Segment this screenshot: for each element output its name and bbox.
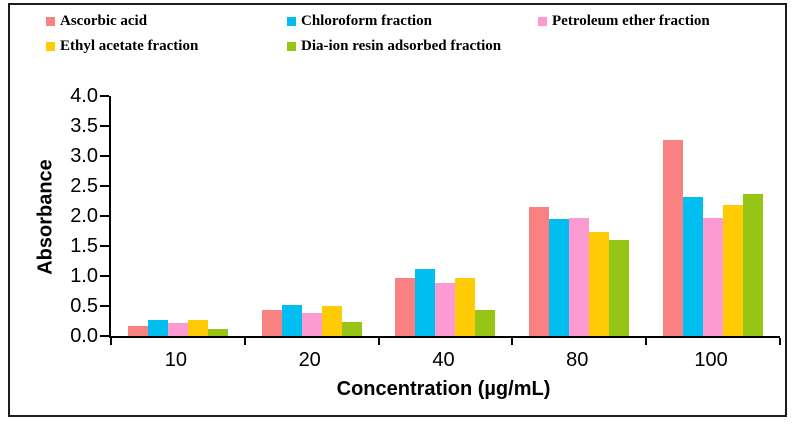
bar-ethyl-acetate-fraction-20	[321, 306, 342, 336]
x-axis-tick	[645, 338, 648, 345]
bar-petroleum-ether-fraction-20	[301, 313, 322, 336]
bar-group-40	[379, 96, 513, 336]
y-axis-tick-label: 2.5	[70, 175, 98, 197]
bar-dia-ion-resin-adsorbed-fraction-80	[609, 240, 630, 336]
bar-petroleum-ether-fraction-80	[569, 218, 590, 336]
legend-item-dia-ion-resin-adsorbed-fraction: Dia-ion resin adsorbed fraction	[287, 37, 538, 55]
y-axis-tick-label: 3.0	[70, 145, 98, 167]
bar-ascorbic-acid-80	[529, 207, 550, 336]
x-axis-tick	[377, 338, 380, 345]
x-axis-tick	[511, 338, 514, 345]
bar-chloroform-fraction-20	[281, 304, 302, 336]
legend-item-ascorbic-acid: Ascorbic acid	[46, 12, 287, 30]
x-axis-tick	[110, 338, 112, 345]
y-axis-tick-label: 0.0	[70, 325, 98, 347]
bar-dia-ion-resin-adsorbed-fraction-10	[207, 328, 228, 336]
y-axis-tick	[100, 155, 109, 157]
legend-swatch-icon	[287, 16, 296, 26]
bar-dia-ion-resin-adsorbed-fraction-20	[341, 322, 362, 336]
bar-group-10	[111, 96, 245, 336]
x-axis-category-labels: 10 20 40 80 100	[109, 349, 778, 372]
y-axis-tick	[100, 185, 109, 187]
bar-ethyl-acetate-fraction-10	[187, 319, 208, 336]
legend-item-chloroform-fraction: Chloroform fraction	[287, 12, 538, 30]
y-axis-tick	[100, 275, 109, 277]
x-axis-category-label: 40	[432, 349, 455, 371]
bar-chloroform-fraction-10	[147, 319, 168, 336]
bar-chloroform-fraction-100	[683, 196, 704, 336]
legend-label: Ethyl acetate fraction	[60, 38, 199, 54]
legend-swatch-icon	[46, 41, 55, 51]
bar-group-80	[512, 96, 646, 336]
bar-chloroform-fraction-80	[549, 219, 570, 336]
bar-group-100	[646, 96, 780, 336]
legend-swatch-icon	[538, 16, 547, 26]
x-axis-category-label: 80	[566, 349, 589, 371]
y-axis-title: Absorbance	[34, 159, 57, 275]
legend-label: Ascorbic acid	[60, 13, 148, 29]
bar-ascorbic-acid-40	[395, 277, 416, 336]
x-axis-tick	[243, 338, 246, 345]
legend-swatch-icon	[287, 41, 296, 51]
x-axis-category-label: 20	[298, 349, 321, 371]
y-axis-tick-label: 1.0	[70, 265, 98, 287]
y-axis-tick-label: 3.5	[70, 115, 98, 137]
bar-group-20	[245, 96, 379, 336]
bar-ascorbic-acid-20	[261, 309, 282, 336]
x-axis-category-label: 100	[694, 349, 728, 371]
bar-ascorbic-acid-100	[663, 139, 684, 336]
chart-legend: Ascorbic acid Chloroform fraction Petroleu…	[46, 12, 775, 55]
bar-petroleum-ether-fraction-100	[703, 218, 724, 336]
bar-ascorbic-acid-10	[127, 325, 148, 336]
x-axis-title: Concentration (µg/mL)	[336, 378, 551, 400]
x-axis-category-label: 10	[164, 349, 188, 371]
y-axis-tick	[100, 215, 109, 217]
bar-petroleum-ether-fraction-10	[167, 323, 188, 336]
plot-area: 4.0 3.5 3.0 2.5 2.0 1.5 1.0 0.5 0.0	[70, 85, 781, 347]
y-axis-tick	[100, 95, 109, 97]
legend-label: Chloroform fraction	[301, 13, 432, 29]
y-axis-tick-label: 2.0	[70, 205, 98, 227]
y-axis-tick-label: 4.0	[70, 85, 98, 107]
legend-label: Dia-ion resin adsorbed fraction	[301, 38, 502, 54]
bar-dia-ion-resin-adsorbed-fraction-100	[743, 194, 764, 336]
y-axis-tick	[100, 305, 109, 307]
y-axis-tick	[100, 335, 109, 337]
bar-ethyl-acetate-fraction-80	[589, 232, 610, 336]
y-axis-tick-label: 1.5	[70, 235, 98, 257]
bar-ethyl-acetate-fraction-100	[723, 204, 744, 336]
bar-chloroform-fraction-40	[415, 269, 436, 336]
legend-item-petroleum-ether-fraction: Petroleum ether fraction	[538, 12, 775, 30]
bar-ethyl-acetate-fraction-40	[455, 278, 476, 336]
x-axis-tick	[779, 338, 781, 345]
bar-groups	[111, 96, 780, 336]
legend-swatch-icon	[46, 16, 55, 26]
bar-dia-ion-resin-adsorbed-fraction-40	[475, 309, 496, 336]
legend-label: Petroleum ether fraction	[552, 13, 710, 29]
y-axis-tick	[100, 125, 109, 127]
bar-petroleum-ether-fraction-40	[435, 283, 456, 336]
y-axis-tick-label: 0.5	[70, 295, 98, 317]
chart-frame: Ascorbic acid Chloroform fraction Petroleu…	[8, 3, 787, 417]
y-axis-tick	[100, 245, 109, 247]
legend-item-ethyl-acetate-fraction: Ethyl acetate fraction	[46, 37, 287, 55]
